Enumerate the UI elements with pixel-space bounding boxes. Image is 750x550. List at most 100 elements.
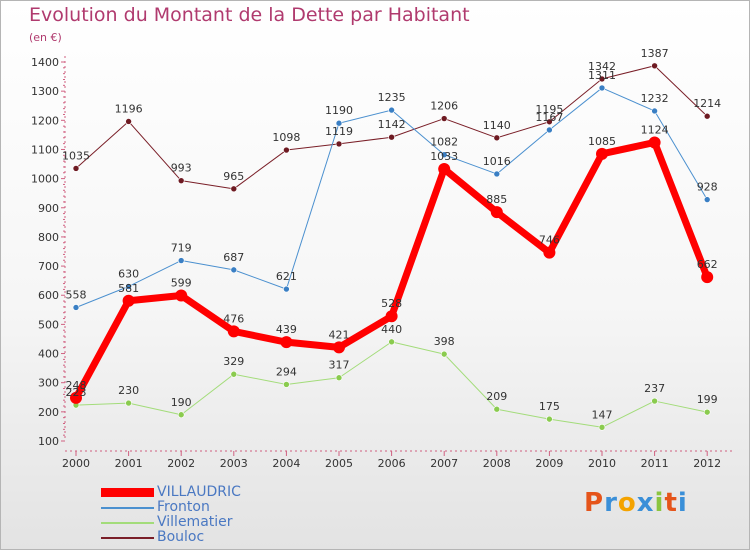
point-fronton — [703, 196, 711, 203]
series-line-villematier — [75, 341, 708, 428]
data-label-bouloc: 1214 — [693, 97, 721, 110]
data-label-villematier: 237 — [644, 382, 665, 395]
y-tick-label: 1100 — [31, 143, 59, 156]
data-label-villematier: 175 — [539, 400, 560, 413]
data-label-villaudric: 581 — [118, 282, 139, 295]
data-label-bouloc: 1035 — [62, 149, 90, 162]
x-tick-label: 2010 — [588, 457, 616, 470]
data-label-villaudric: 439 — [276, 323, 297, 336]
data-label-villaudric: 599 — [171, 277, 192, 290]
logo-letter: t — [664, 488, 678, 518]
legend-label-villaudric: VILLAUDRIC — [157, 484, 241, 500]
point-villematier — [493, 405, 501, 413]
point-bouloc — [388, 133, 395, 141]
proxiti-logo: Proxiti — [584, 488, 688, 518]
point-villaudric — [122, 294, 135, 307]
x-tick-label: 2012 — [693, 457, 721, 470]
point-fronton — [72, 304, 80, 311]
y-tick-label: 800 — [38, 231, 59, 244]
data-label-villaudric: 1033 — [430, 150, 458, 163]
point-villaudric — [280, 336, 293, 349]
point-villaudric — [490, 206, 503, 219]
data-label-bouloc: 1196 — [115, 102, 143, 115]
legend-swatch-bouloc — [101, 537, 154, 539]
x-tick-label: 2005 — [325, 457, 353, 470]
data-label-fronton: 1016 — [483, 155, 511, 168]
data-label-fronton: 1232 — [641, 92, 669, 105]
data-label-fronton: 621 — [276, 270, 297, 283]
data-label-bouloc: 993 — [171, 162, 192, 175]
data-label-fronton: 687 — [223, 251, 244, 264]
axes: 100 200 300 400 500 600 700 800 900 1000 1100 1200 1… — [31, 56, 735, 470]
series-line-villaudric — [72, 138, 711, 402]
data-label-fronton: 928 — [697, 181, 718, 194]
point-bouloc — [230, 185, 238, 193]
point-villematier — [283, 381, 290, 388]
data-label-villaudric: 248 — [66, 379, 87, 392]
data-label-villematier: 294 — [276, 365, 297, 378]
legend-label-bouloc: Bouloc — [157, 529, 205, 545]
data-label-villematier: 209 — [486, 390, 507, 403]
point-bouloc — [598, 75, 606, 83]
point-bouloc — [493, 134, 501, 142]
point-villematier — [335, 374, 343, 382]
data-label-villaudric: 476 — [223, 312, 244, 325]
point-fronton — [177, 257, 185, 264]
point-villematier — [651, 397, 658, 405]
y-tick-label: 900 — [38, 202, 59, 215]
point-bouloc — [703, 112, 711, 120]
data-label-villaudric: 528 — [381, 297, 402, 310]
data-label-bouloc: 1342 — [588, 60, 616, 73]
point-fronton — [546, 126, 553, 134]
point-villaudric — [70, 391, 82, 404]
point-villaudric — [596, 147, 608, 160]
point-fronton — [283, 285, 290, 293]
data-label-bouloc: 965 — [223, 170, 244, 183]
data-label-villematier: 190 — [171, 396, 192, 409]
y-tick-label: 700 — [38, 260, 59, 273]
point-villaudric — [385, 310, 398, 323]
chart-subtitle: (en €) — [29, 31, 62, 44]
data-label-fronton: 719 — [171, 242, 192, 255]
data-label-bouloc: 1119 — [325, 125, 353, 138]
x-tick-label: 2003 — [220, 457, 248, 470]
point-bouloc — [177, 177, 185, 184]
point-bouloc — [283, 146, 290, 154]
y-tick-label: 100 — [38, 435, 59, 448]
x-tick-label: 2004 — [272, 457, 300, 470]
y-tick-label: 200 — [38, 406, 59, 419]
x-tick-label: 2000 — [62, 457, 90, 470]
data-label-fronton: 1082 — [430, 136, 458, 149]
point-bouloc — [651, 62, 658, 70]
point-villaudric — [648, 136, 661, 149]
point-villaudric — [227, 325, 240, 338]
point-fronton — [493, 170, 501, 178]
data-label-villematier: 199 — [697, 393, 718, 406]
point-fronton — [651, 107, 658, 115]
y-tick-label: 500 — [38, 318, 59, 331]
data-label-fronton: 1167 — [535, 111, 563, 124]
logo-letter: i — [677, 488, 688, 518]
x-tick-label: 2006 — [378, 457, 406, 470]
legend-swatch-villaudric — [101, 488, 154, 497]
data-label-villematier: 223 — [66, 386, 87, 399]
data-label-fronton: 558 — [66, 288, 87, 301]
logo-letter: x — [636, 488, 655, 518]
point-villematier — [388, 338, 395, 346]
data-label-villematier: 317 — [329, 359, 350, 372]
y-tick-label: 400 — [38, 348, 59, 361]
x-tick-label: 2009 — [535, 457, 563, 470]
point-fronton — [598, 84, 606, 92]
point-villematier — [703, 408, 711, 416]
data-label-villaudric: 885 — [486, 193, 507, 206]
data-label-villematier: 398 — [434, 335, 455, 348]
data-label-villaudric: 1085 — [588, 135, 616, 148]
data-label-villematier: 230 — [118, 384, 139, 397]
data-label-villematier: 440 — [381, 323, 402, 336]
x-tick-label: 2007 — [430, 457, 458, 470]
data-label-villaudric: 421 — [329, 328, 350, 341]
point-villematier — [125, 399, 132, 407]
logo-letter: i — [654, 488, 665, 518]
x-tick-label: 2011 — [641, 457, 669, 470]
